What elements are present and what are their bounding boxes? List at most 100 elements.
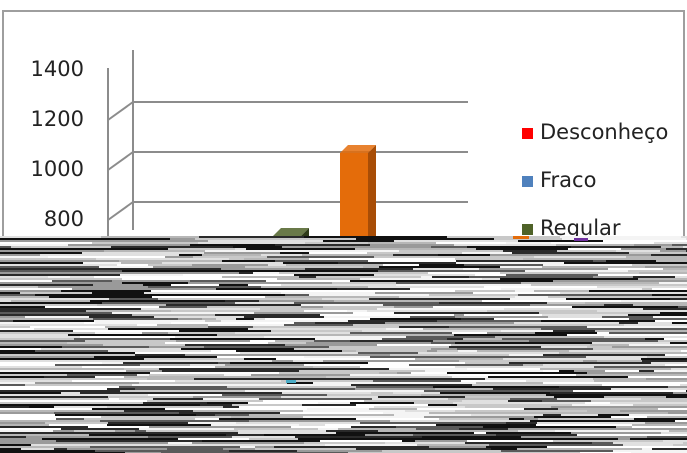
noise-line	[111, 246, 233, 248]
noise-line	[239, 406, 374, 408]
noise-line	[218, 362, 230, 364]
noise-line	[193, 256, 267, 258]
noise-line	[525, 270, 628, 272]
noise-line	[514, 322, 619, 324]
noise-line	[438, 254, 490, 256]
noise-line	[553, 280, 613, 282]
noise-line	[557, 258, 608, 260]
noise-line	[299, 276, 316, 278]
noise-line	[553, 440, 663, 442]
noise-line	[178, 318, 202, 320]
noise-line	[427, 350, 437, 352]
noise-line	[124, 368, 159, 370]
noise-line	[275, 244, 370, 246]
noise-line	[221, 320, 348, 322]
noise-line	[611, 388, 687, 390]
noise-line	[594, 380, 687, 382]
noise-line	[461, 318, 494, 320]
noise-line	[654, 370, 687, 372]
noise-line	[394, 312, 539, 314]
noise-line	[464, 314, 542, 316]
noise-line	[0, 274, 120, 276]
noise-line	[215, 414, 249, 416]
noise-line	[222, 276, 299, 278]
noise-line	[543, 414, 561, 416]
noise-line	[293, 360, 323, 362]
noise-line	[126, 248, 168, 250]
noise-line	[148, 394, 222, 396]
noise-line	[496, 434, 577, 436]
noise-line	[301, 304, 383, 306]
noise-line	[135, 388, 251, 390]
noise-line	[199, 236, 304, 238]
noise-line	[70, 276, 94, 278]
noise-line	[606, 260, 656, 262]
noise-line	[73, 330, 179, 332]
noise-line	[546, 394, 687, 396]
noise-line	[84, 418, 195, 420]
noise-line	[157, 294, 255, 296]
noise-line	[149, 374, 224, 376]
noise-line	[439, 418, 509, 420]
noise-line	[48, 276, 70, 278]
noise-line	[593, 260, 606, 262]
noise-line	[429, 446, 486, 448]
noise-line	[240, 446, 255, 448]
noise-line	[370, 244, 382, 246]
noise-line	[249, 438, 298, 440]
noise-line	[53, 430, 74, 432]
noise-line	[0, 380, 72, 382]
noise-line	[666, 396, 687, 398]
noise-line	[569, 350, 681, 352]
noise-line	[145, 268, 221, 270]
noise-line	[123, 362, 191, 364]
y-tick-label: 1400	[31, 57, 84, 81]
noise-line	[663, 268, 687, 270]
noise-line	[534, 290, 589, 292]
noise-line	[433, 306, 572, 308]
noise-line	[393, 254, 438, 256]
noise-line	[0, 250, 104, 252]
noise-line	[0, 268, 145, 270]
noise-line	[628, 270, 687, 272]
noise-line	[261, 254, 302, 256]
noise-line	[105, 326, 208, 328]
noise-line	[211, 350, 236, 352]
noise-line	[207, 402, 248, 404]
noise-line	[255, 294, 285, 296]
noise-line	[250, 430, 326, 432]
noise-line	[108, 396, 193, 398]
noise-line	[475, 274, 506, 276]
noise-line	[419, 264, 464, 266]
noise-line	[510, 298, 566, 300]
noise-line	[141, 308, 260, 310]
noise-line	[192, 442, 304, 444]
noise-line	[159, 306, 207, 308]
noise-line	[0, 428, 61, 430]
noise-line	[362, 334, 454, 336]
noise-line	[0, 260, 119, 262]
noise-line	[457, 348, 593, 350]
noise-line	[598, 414, 629, 416]
noise-line	[433, 386, 559, 388]
noise-line	[0, 244, 68, 246]
noise-line	[0, 448, 21, 450]
noise-line	[0, 402, 143, 404]
noise-line	[530, 420, 675, 422]
noise-line	[422, 436, 521, 438]
noise-line	[491, 448, 517, 450]
noise-line	[244, 358, 276, 360]
noise-line	[350, 402, 414, 404]
noise-line	[84, 322, 95, 324]
noise-line	[655, 320, 687, 322]
noise-line	[566, 298, 670, 300]
noise-line	[382, 450, 501, 452]
noise-line	[166, 304, 301, 306]
noise-line	[585, 402, 610, 404]
noise-line	[541, 328, 668, 330]
noise-line	[190, 244, 275, 246]
noise-line	[672, 322, 687, 324]
noise-line	[621, 300, 687, 302]
noise-line	[126, 370, 162, 372]
noise-line	[99, 266, 153, 268]
